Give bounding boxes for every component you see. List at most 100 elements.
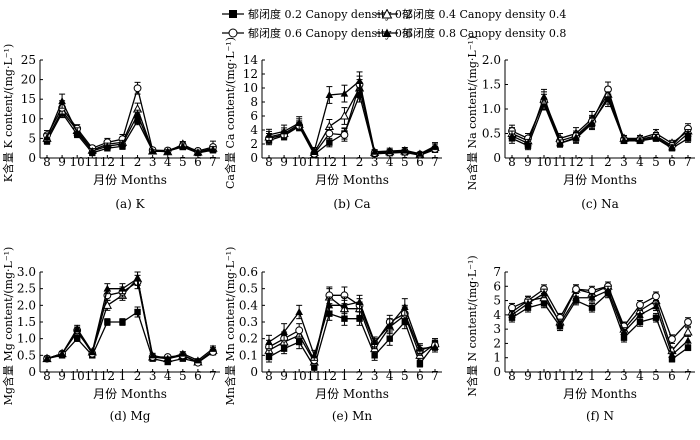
data-point	[265, 338, 273, 345]
legend-item-density-0.2: 郁闭度 0.2 Canopy density 0.2	[222, 6, 412, 22]
data-point	[636, 300, 644, 309]
data-point	[311, 363, 318, 371]
x-tick-label: 5	[179, 369, 187, 383]
data-point	[310, 351, 319, 359]
x-axis-label: 月份 Months	[315, 387, 389, 401]
series-line	[46, 85, 214, 152]
data-point	[134, 117, 141, 124]
x-tick-label: 9	[58, 369, 66, 383]
data-point	[340, 301, 349, 309]
series-open-triangle	[264, 79, 440, 158]
y-tick-label: 6	[250, 109, 258, 123]
x-tick-label: 10	[536, 369, 551, 383]
data-point	[636, 310, 644, 318]
x-tick-label: 3	[620, 369, 628, 383]
x-tick-label: 7	[431, 155, 439, 169]
data-point	[179, 349, 187, 357]
series-filled-triangle	[265, 71, 439, 157]
data-point	[604, 95, 612, 103]
y-tick-label: 7	[493, 265, 501, 279]
x-tick-label: 2	[604, 369, 612, 383]
data-point	[88, 348, 97, 355]
data-point	[572, 293, 580, 301]
data-point	[104, 318, 111, 326]
panel-caption: (a) K	[115, 197, 145, 211]
x-tick-label: 7	[209, 369, 217, 383]
y-tick-label: 0	[28, 365, 36, 379]
y-tick-label: 0	[250, 365, 258, 379]
y-tick-label: 3	[493, 322, 501, 336]
series-line	[268, 92, 436, 156]
data-point	[508, 310, 516, 318]
series-line	[268, 79, 436, 155]
y-tick-label: 1.0	[482, 102, 501, 116]
x-tick-label: 4	[636, 155, 644, 169]
data-point	[295, 308, 303, 315]
x-tick-label: 12	[100, 155, 115, 169]
x-axis-label: 月份 Months	[315, 173, 389, 187]
x-axis-label: 月份 Months	[93, 173, 167, 187]
y-tick-label: 4	[493, 308, 501, 322]
y-tick-label: 0	[493, 365, 501, 379]
x-tick-label: 12	[568, 155, 583, 169]
x-tick-label: 3	[149, 155, 157, 169]
data-point	[524, 139, 532, 147]
legend-label: 郁闭度 0.4 Canopy density 0.4	[402, 8, 567, 21]
data-point	[194, 148, 202, 156]
y-tick-label: 8	[250, 95, 258, 109]
chart-panel-3: 00.51.01.52.08 9 10 11 12 1 2 3 4 5 6 7月份 MonthsNa含…	[465, 36, 695, 211]
data-point	[572, 285, 580, 294]
data-point	[103, 284, 112, 292]
data-point	[540, 289, 548, 297]
panel-caption: (c) Na	[581, 197, 619, 211]
data-point	[684, 129, 692, 137]
x-tick-label: 11	[552, 369, 567, 383]
series-filled-square	[265, 87, 439, 159]
series-open-triangle	[507, 86, 693, 147]
x-tick-label: 11	[85, 369, 100, 383]
x-tick-label: 4	[164, 369, 172, 383]
x-tick-label: 11	[85, 155, 100, 169]
x-tick-label: 9	[524, 369, 532, 383]
y-tick-label: 10	[243, 81, 258, 95]
data-point	[325, 301, 334, 309]
open-triangle-marker-icon	[376, 9, 398, 19]
series-line	[46, 280, 214, 364]
x-tick-label: 11	[307, 155, 322, 169]
x-tick-label: 8	[265, 155, 273, 169]
data-point	[73, 128, 81, 136]
data-point	[371, 352, 378, 359]
filled-square-marker-icon	[222, 10, 244, 18]
data-point	[43, 133, 51, 141]
x-tick-label: 8	[43, 155, 51, 169]
legend-label: 郁闭度 0.8 Canopy density 0.8	[402, 27, 567, 40]
series-open-circle	[265, 286, 439, 365]
x-tick-label: 6	[668, 369, 676, 383]
x-tick-label: 3	[620, 155, 628, 169]
series-open-triangle	[42, 271, 218, 366]
y-axis-label: Mn含量 Mn content/(mg·L⁻¹)	[223, 247, 237, 406]
x-tick-label: 4	[386, 369, 394, 383]
y-axis-label: K含量 K content/(mg·L⁻¹)	[1, 44, 15, 183]
data-point	[88, 146, 97, 154]
x-tick-label: 1	[341, 369, 349, 383]
data-point	[588, 304, 596, 311]
data-point	[556, 319, 564, 327]
x-tick-label: 7	[209, 155, 217, 169]
open-circle-marker-icon	[222, 28, 244, 38]
series-open-circle	[43, 274, 217, 367]
chart-legend: 郁闭度 0.2 Canopy density 0.2 郁闭度 0.4 Canop…	[0, 0, 700, 46]
x-tick-label: 6	[416, 369, 424, 383]
x-tick-label: 9	[280, 369, 288, 383]
x-tick-label: 5	[652, 155, 660, 169]
y-tick-label: 12	[243, 67, 258, 81]
x-axis-label: 月份 Months	[563, 387, 637, 401]
x-tick-label: 6	[416, 155, 424, 169]
y-tick-label: 1.5	[482, 78, 501, 92]
data-point	[684, 344, 692, 351]
data-point	[620, 328, 628, 335]
series-filled-triangle	[508, 88, 692, 151]
x-tick-label: 6	[194, 155, 202, 169]
